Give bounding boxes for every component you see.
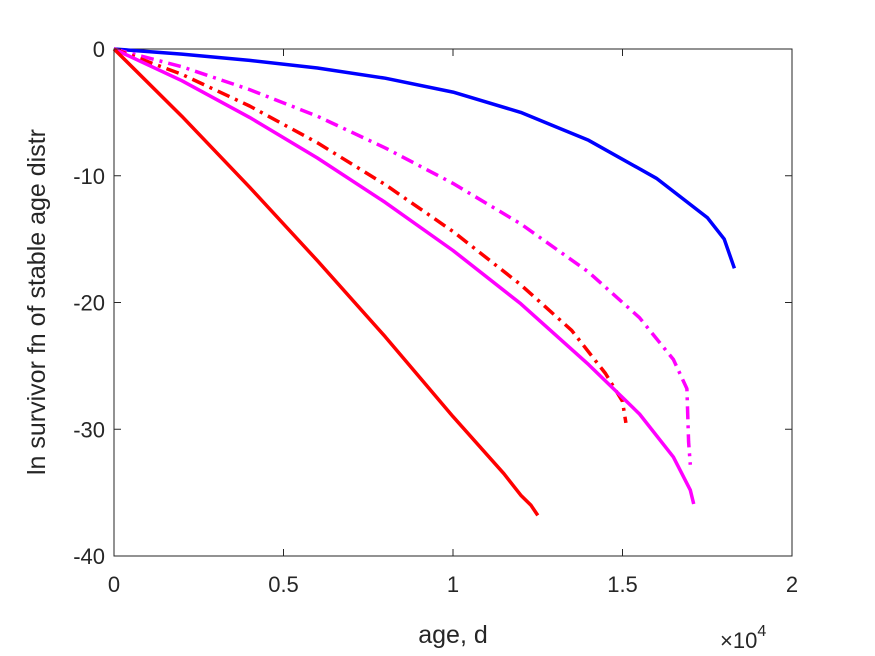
x-tick-label: 1	[447, 572, 459, 597]
y-axis-label: ln survivor fn of stable age distr	[23, 129, 51, 475]
x-multiplier-base: ×10	[720, 628, 757, 653]
series-line-2	[113, 47, 693, 465]
series-line-3	[113, 47, 628, 424]
series-line-5	[112, 47, 540, 517]
series-line-1	[113, 47, 737, 269]
x-multiplier-label: ×104	[720, 623, 766, 653]
series-layer	[112, 47, 737, 517]
x-tick-label: 0.5	[268, 572, 299, 597]
y-tick-label: -30	[73, 417, 105, 442]
y-tick-label: -20	[73, 291, 105, 316]
y-tick-label: -40	[73, 544, 105, 569]
x-tick-label: 2	[786, 572, 798, 597]
y-tick-label: -10	[73, 164, 105, 189]
y-tick-label: 0	[93, 37, 105, 62]
x-tick-label: 1.5	[607, 572, 638, 597]
x-tick-label: 0	[108, 572, 120, 597]
x-multiplier-exponent: 4	[757, 623, 766, 640]
plot-area	[113, 48, 793, 557]
tick-layer: 0 0.5 1 1.5 2 0 -10 -20 -30 -40	[73, 37, 798, 597]
x-axis-label: age, d	[418, 621, 488, 649]
series-line-4	[113, 47, 696, 505]
